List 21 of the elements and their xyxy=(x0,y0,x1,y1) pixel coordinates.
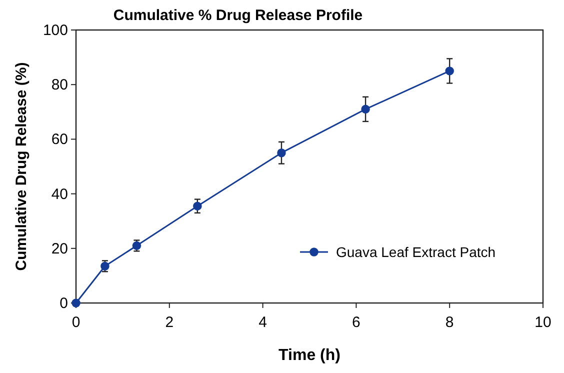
point xyxy=(361,104,370,114)
y-axis-title: Cumulative Drug Release (%) xyxy=(13,62,30,271)
y-tick-label: 80 xyxy=(51,76,68,94)
point xyxy=(193,202,202,210)
x-tick-label: 8 xyxy=(445,314,454,331)
x-axis-title: Time (h) xyxy=(278,347,340,364)
point xyxy=(277,148,286,158)
x-tick-label: 10 xyxy=(534,314,552,331)
x-tick-label: 2 xyxy=(165,314,174,331)
x-tick-label: 0 xyxy=(72,314,80,331)
legend-label: Guava Leaf Extract Patch xyxy=(336,244,496,260)
x-tick-label: 4 xyxy=(258,314,267,331)
y-tick-label: 20 xyxy=(51,240,68,258)
x-tick-label: 6 xyxy=(352,314,360,331)
y-tick-label: 0 xyxy=(60,295,68,312)
point xyxy=(72,298,80,308)
y-tick-label: 60 xyxy=(51,131,68,148)
chart-title: Cumulative % Drug Release Profile xyxy=(113,7,363,24)
y-tick-label: 40 xyxy=(51,186,68,203)
y-tick-label: 100 xyxy=(42,22,68,39)
point xyxy=(445,66,454,76)
